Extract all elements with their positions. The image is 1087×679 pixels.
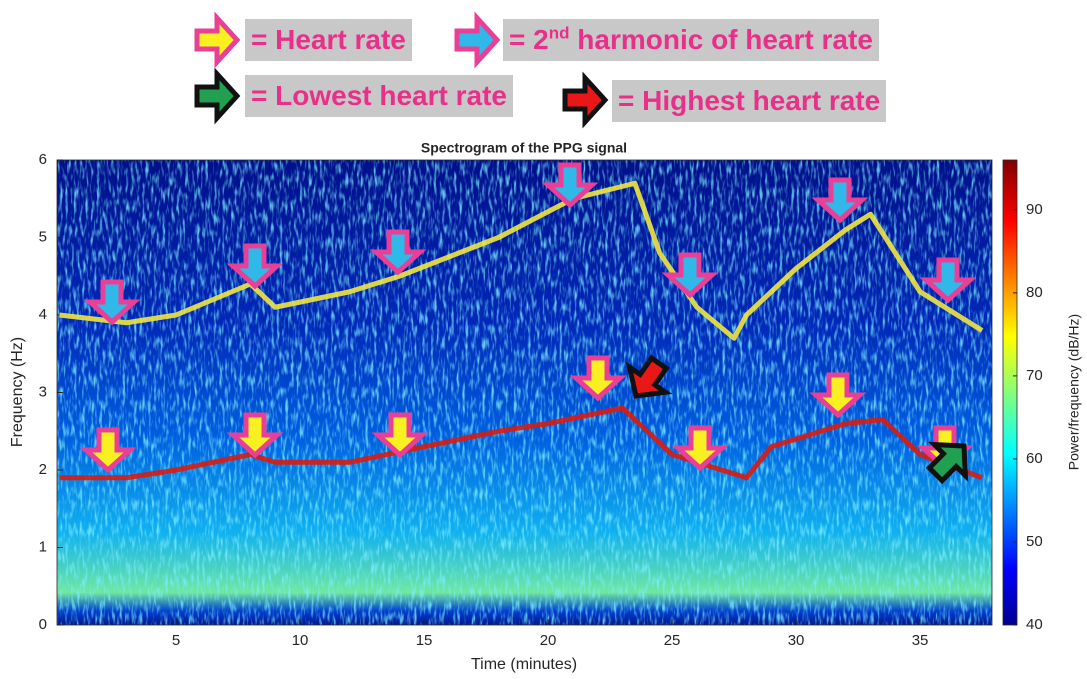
y-tick-label: 1 bbox=[39, 538, 47, 555]
colorbar-tick-label: 90 bbox=[1026, 201, 1043, 218]
lowest-arrow bbox=[925, 441, 969, 485]
colorbar-tick-label: 80 bbox=[1026, 284, 1043, 301]
heart-rate-arrow-shape bbox=[671, 425, 729, 472]
heart-rate-arrow-shape bbox=[916, 425, 974, 472]
legend-text: = Heart rate bbox=[245, 19, 412, 61]
harmonic-arrow bbox=[83, 279, 141, 326]
heart-rate-arrow bbox=[809, 372, 867, 419]
spectral-ridge bbox=[59, 180, 984, 341]
highest-arrow bbox=[625, 354, 673, 399]
harmonic-arrow-shape bbox=[369, 229, 427, 276]
harmonic-arrow bbox=[811, 177, 869, 224]
y-axis-label: Frequency (Hz) bbox=[9, 337, 26, 447]
legend-text: harmonic of heart rate bbox=[569, 24, 873, 55]
x-axis-label: Time (minutes) bbox=[471, 656, 577, 673]
harmonic-arrow bbox=[226, 243, 284, 290]
colorbar-tick-label: 50 bbox=[1026, 533, 1043, 550]
legend-arrow bbox=[194, 67, 241, 125]
heart-rate-arrow-shape bbox=[809, 372, 867, 419]
y-tick-label: 0 bbox=[39, 616, 47, 633]
spectral-ridge bbox=[59, 405, 983, 481]
heart-rate-arrow bbox=[916, 425, 974, 472]
legend-arrow-shape bbox=[454, 11, 501, 69]
heart-rate-arrow bbox=[79, 427, 137, 474]
x-tick-label: 35 bbox=[912, 632, 929, 649]
harmonic-arrow bbox=[919, 257, 977, 304]
legend-arrow bbox=[454, 11, 501, 69]
legend-text: = 2nd harmonic of heart rate bbox=[503, 19, 879, 61]
harmonic-arrow-shape bbox=[226, 243, 284, 290]
harmonic-arrow-shape bbox=[83, 279, 141, 326]
y-tick-label: 6 bbox=[39, 151, 47, 168]
legend-arrow-shape bbox=[562, 71, 609, 129]
legend-text: = Highest heart rate bbox=[612, 80, 887, 122]
plot-frame bbox=[56, 159, 993, 626]
colorbar-tick-label: 40 bbox=[1026, 616, 1043, 633]
heart-rate-arrow-shape bbox=[569, 355, 627, 402]
legend-text: = Lowest heart rate bbox=[245, 75, 513, 117]
x-tick-label: 25 bbox=[664, 632, 681, 649]
heart-rate-arrow bbox=[371, 412, 429, 459]
legend-arrow-shape bbox=[194, 67, 241, 125]
colorbar-label: Power/frequency (dB/Hz) bbox=[1066, 314, 1082, 470]
legend-arrow bbox=[194, 11, 241, 69]
legend-text: = 2 bbox=[509, 24, 549, 55]
highest-arrow-shape bbox=[625, 354, 673, 399]
lowest-arrow-shape bbox=[925, 441, 969, 485]
spectrogram-background bbox=[57, 160, 992, 625]
y-tick-label: 2 bbox=[39, 461, 47, 478]
colorbar-tick-label: 70 bbox=[1026, 367, 1043, 384]
chart-title: Spectrogram of the PPG signal bbox=[421, 140, 627, 156]
colorbar-tick-label: 60 bbox=[1026, 450, 1043, 467]
harmonic-arrow bbox=[541, 162, 599, 209]
harmonic-arrow bbox=[661, 252, 719, 299]
heart-rate-arrow bbox=[226, 412, 284, 459]
x-tick-label: 5 bbox=[172, 632, 180, 649]
x-tick-label: 30 bbox=[788, 632, 805, 649]
spectrogram-texture bbox=[57, 160, 992, 625]
heart-rate-arrow bbox=[569, 355, 627, 402]
heart-rate-arrow-shape bbox=[371, 412, 429, 459]
legend-arrow bbox=[562, 71, 609, 129]
y-tick-label: 3 bbox=[39, 383, 47, 400]
y-tick-label: 4 bbox=[39, 306, 47, 323]
harmonic-arrow bbox=[369, 229, 427, 276]
harmonic-arrow-shape bbox=[811, 177, 869, 224]
x-tick-label: 15 bbox=[416, 632, 433, 649]
legend-arrow-shape bbox=[194, 11, 241, 69]
x-tick-label: 10 bbox=[292, 632, 309, 649]
heart-rate-arrow bbox=[671, 425, 729, 472]
heart-rate-arrow-shape bbox=[226, 412, 284, 459]
harmonic-arrow-shape bbox=[661, 252, 719, 299]
colorbar bbox=[1002, 159, 1018, 626]
legend-superscript: nd bbox=[548, 23, 570, 43]
heart-rate-arrow-shape bbox=[79, 427, 137, 474]
harmonic-arrow-shape bbox=[541, 162, 599, 209]
harmonic-arrow-shape bbox=[919, 257, 977, 304]
x-tick-label: 20 bbox=[540, 632, 557, 649]
y-tick-label: 5 bbox=[39, 228, 47, 245]
